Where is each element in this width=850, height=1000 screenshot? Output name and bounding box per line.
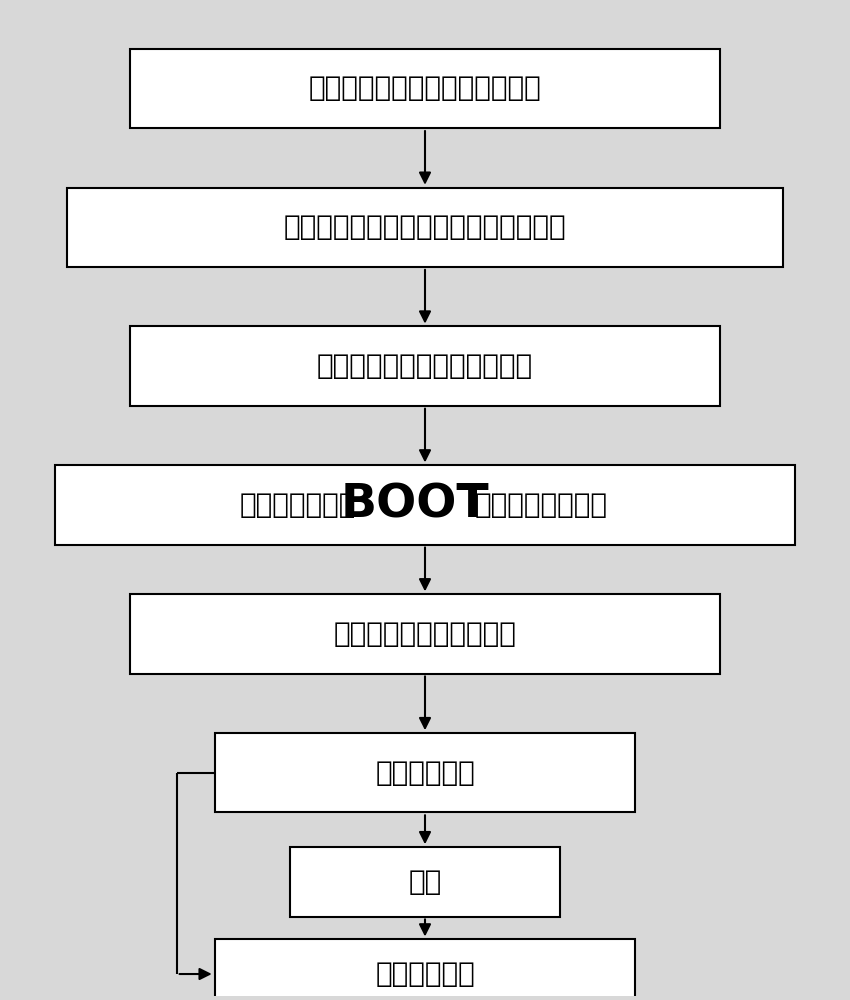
Text: BOOT: BOOT	[340, 482, 489, 527]
FancyBboxPatch shape	[214, 939, 636, 1000]
FancyBboxPatch shape	[54, 465, 796, 545]
Text: 运行应用程序: 运行应用程序	[375, 960, 475, 988]
Text: 智能设备通过蓝牙传输将蓝牙固件升级: 智能设备通过蓝牙传输将蓝牙固件升级	[284, 213, 566, 241]
FancyBboxPatch shape	[130, 594, 720, 674]
Text: 将调光器固件整合到蓝牙固件中: 将调光器固件整合到蓝牙固件中	[309, 74, 541, 102]
FancyBboxPatch shape	[291, 847, 559, 916]
Text: 升级: 升级	[408, 868, 442, 896]
Text: 是否需要升级: 是否需要升级	[375, 759, 475, 787]
FancyBboxPatch shape	[130, 326, 720, 406]
Text: 调光器重启进入: 调光器重启进入	[240, 491, 356, 519]
FancyBboxPatch shape	[130, 49, 720, 128]
FancyBboxPatch shape	[214, 733, 636, 812]
Text: 获取调光器固件描述信息: 获取调光器固件描述信息	[333, 620, 517, 648]
FancyBboxPatch shape	[67, 188, 783, 267]
Text: 区域执行升级代码: 区域执行升级代码	[475, 491, 608, 519]
Text: 智能设备发送重启调光器命令: 智能设备发送重启调光器命令	[317, 352, 533, 380]
